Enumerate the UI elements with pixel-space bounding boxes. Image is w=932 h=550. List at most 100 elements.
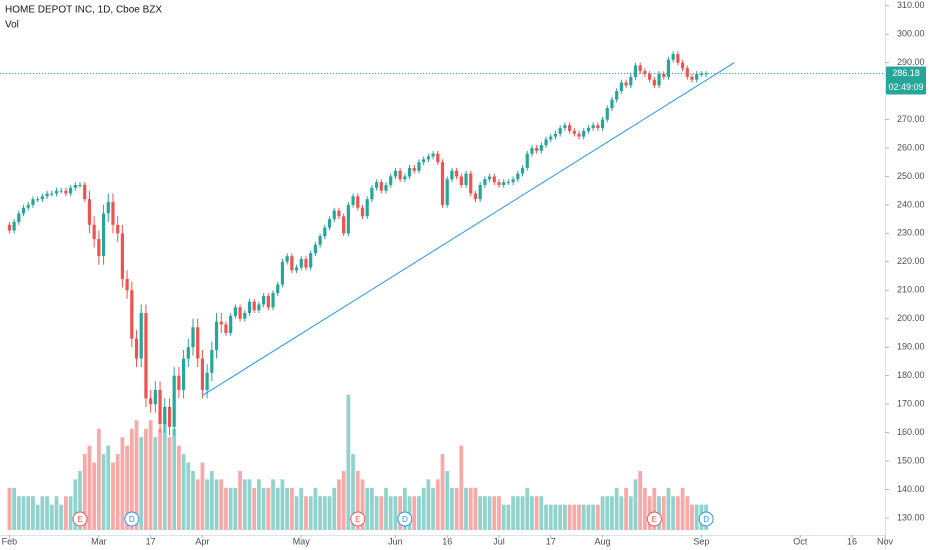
y-tick-label: 180.00 bbox=[897, 370, 925, 380]
volume-bar bbox=[275, 487, 280, 530]
candle-body bbox=[351, 196, 355, 205]
countdown-label: 02:49:09 bbox=[888, 82, 923, 92]
volume-bar bbox=[440, 454, 445, 530]
volume-bar bbox=[313, 487, 318, 530]
x-tick-label: Feb bbox=[2, 536, 18, 546]
candle-body bbox=[426, 156, 430, 160]
candle-body bbox=[101, 213, 106, 257]
candle-body bbox=[633, 65, 638, 77]
candle-body bbox=[280, 261, 285, 285]
volume-bar bbox=[16, 496, 21, 530]
candle-body bbox=[356, 196, 360, 208]
candle-body bbox=[233, 307, 237, 316]
candle-body bbox=[257, 304, 261, 311]
volume-bar bbox=[591, 504, 596, 530]
event-label: D bbox=[703, 515, 709, 524]
candle-body bbox=[473, 193, 478, 200]
volume-bar bbox=[624, 487, 628, 530]
candle-body bbox=[624, 82, 628, 86]
volume-bar bbox=[402, 487, 407, 530]
candle-body bbox=[662, 73, 666, 77]
volume-bar bbox=[553, 504, 558, 530]
y-tick-label: 240.00 bbox=[897, 199, 925, 209]
y-tick-label: 170.00 bbox=[897, 398, 925, 408]
volume-bar bbox=[671, 496, 676, 530]
y-tick-label: 250.00 bbox=[897, 171, 925, 181]
volume-bar bbox=[40, 496, 45, 530]
candle-body bbox=[407, 167, 412, 177]
candle-body bbox=[652, 79, 656, 86]
volume-bar bbox=[318, 496, 322, 530]
volume-bar bbox=[78, 470, 82, 530]
volume-bar bbox=[252, 487, 257, 530]
volume-bar bbox=[355, 470, 360, 530]
volume-bar bbox=[346, 395, 351, 530]
candle-body bbox=[276, 284, 280, 294]
volume-bar bbox=[200, 462, 205, 530]
volume-bar bbox=[525, 487, 530, 530]
volume-bar bbox=[614, 487, 619, 530]
candle-body bbox=[219, 321, 223, 325]
volume-bar bbox=[478, 496, 483, 530]
candle-body bbox=[229, 315, 233, 333]
volume-bar bbox=[643, 487, 647, 530]
candle-body bbox=[83, 184, 87, 200]
volume-bar bbox=[31, 496, 35, 530]
candle-body bbox=[196, 327, 200, 359]
volume-bar bbox=[450, 487, 454, 530]
event-marker bbox=[698, 511, 714, 527]
volume-bar bbox=[426, 479, 431, 530]
volume-bar bbox=[548, 504, 553, 530]
volume-bar bbox=[464, 487, 468, 530]
candle-body bbox=[502, 182, 506, 185]
volume-bar bbox=[492, 496, 497, 530]
candle-body bbox=[50, 193, 54, 195]
volume-bar bbox=[54, 496, 59, 530]
candle-body bbox=[412, 167, 416, 171]
candle-body bbox=[586, 128, 591, 131]
y-tick-label: 310.00 bbox=[897, 0, 925, 10]
candle-body bbox=[487, 176, 492, 180]
candle-body bbox=[210, 350, 214, 373]
volume-bar bbox=[497, 496, 501, 530]
candle-body bbox=[285, 256, 289, 262]
candle-body bbox=[676, 54, 680, 63]
candle-body bbox=[629, 76, 633, 86]
volume-bar bbox=[680, 487, 685, 530]
volume-bar bbox=[534, 496, 539, 530]
candle-body bbox=[422, 159, 426, 163]
volume-bar bbox=[511, 496, 515, 530]
candle-body bbox=[97, 239, 101, 257]
x-tick-label: Jul bbox=[493, 536, 505, 546]
candle-body bbox=[671, 54, 675, 60]
candle-body bbox=[327, 219, 332, 228]
candle-body bbox=[78, 184, 82, 186]
volume-bar bbox=[280, 479, 285, 530]
candle-body bbox=[243, 313, 247, 319]
volume-bar bbox=[520, 496, 525, 530]
volume-label: Vol bbox=[5, 20, 19, 31]
candle-body bbox=[36, 199, 40, 201]
volume-bar bbox=[657, 496, 661, 530]
y-tick-label: 270.00 bbox=[897, 114, 925, 124]
candle-body bbox=[64, 190, 68, 194]
candle-body bbox=[615, 91, 619, 100]
volume-bar bbox=[421, 487, 426, 530]
candle-body bbox=[657, 73, 661, 86]
y-tick-label: 260.00 bbox=[897, 142, 925, 152]
volume-bar bbox=[238, 470, 242, 530]
volume-bar bbox=[172, 428, 177, 530]
candle-body bbox=[398, 170, 402, 180]
volume-bar bbox=[530, 496, 534, 530]
volume-bar bbox=[191, 470, 195, 530]
event-label: E bbox=[355, 515, 360, 524]
candle-body bbox=[695, 73, 699, 80]
volume-bar bbox=[567, 504, 572, 530]
volume-bar bbox=[294, 496, 299, 530]
candle-body bbox=[73, 184, 77, 188]
candle-body bbox=[139, 313, 143, 359]
candle-body bbox=[643, 71, 647, 74]
candle-body bbox=[365, 199, 369, 217]
candle-body bbox=[704, 73, 708, 75]
volume-bar bbox=[506, 504, 511, 530]
